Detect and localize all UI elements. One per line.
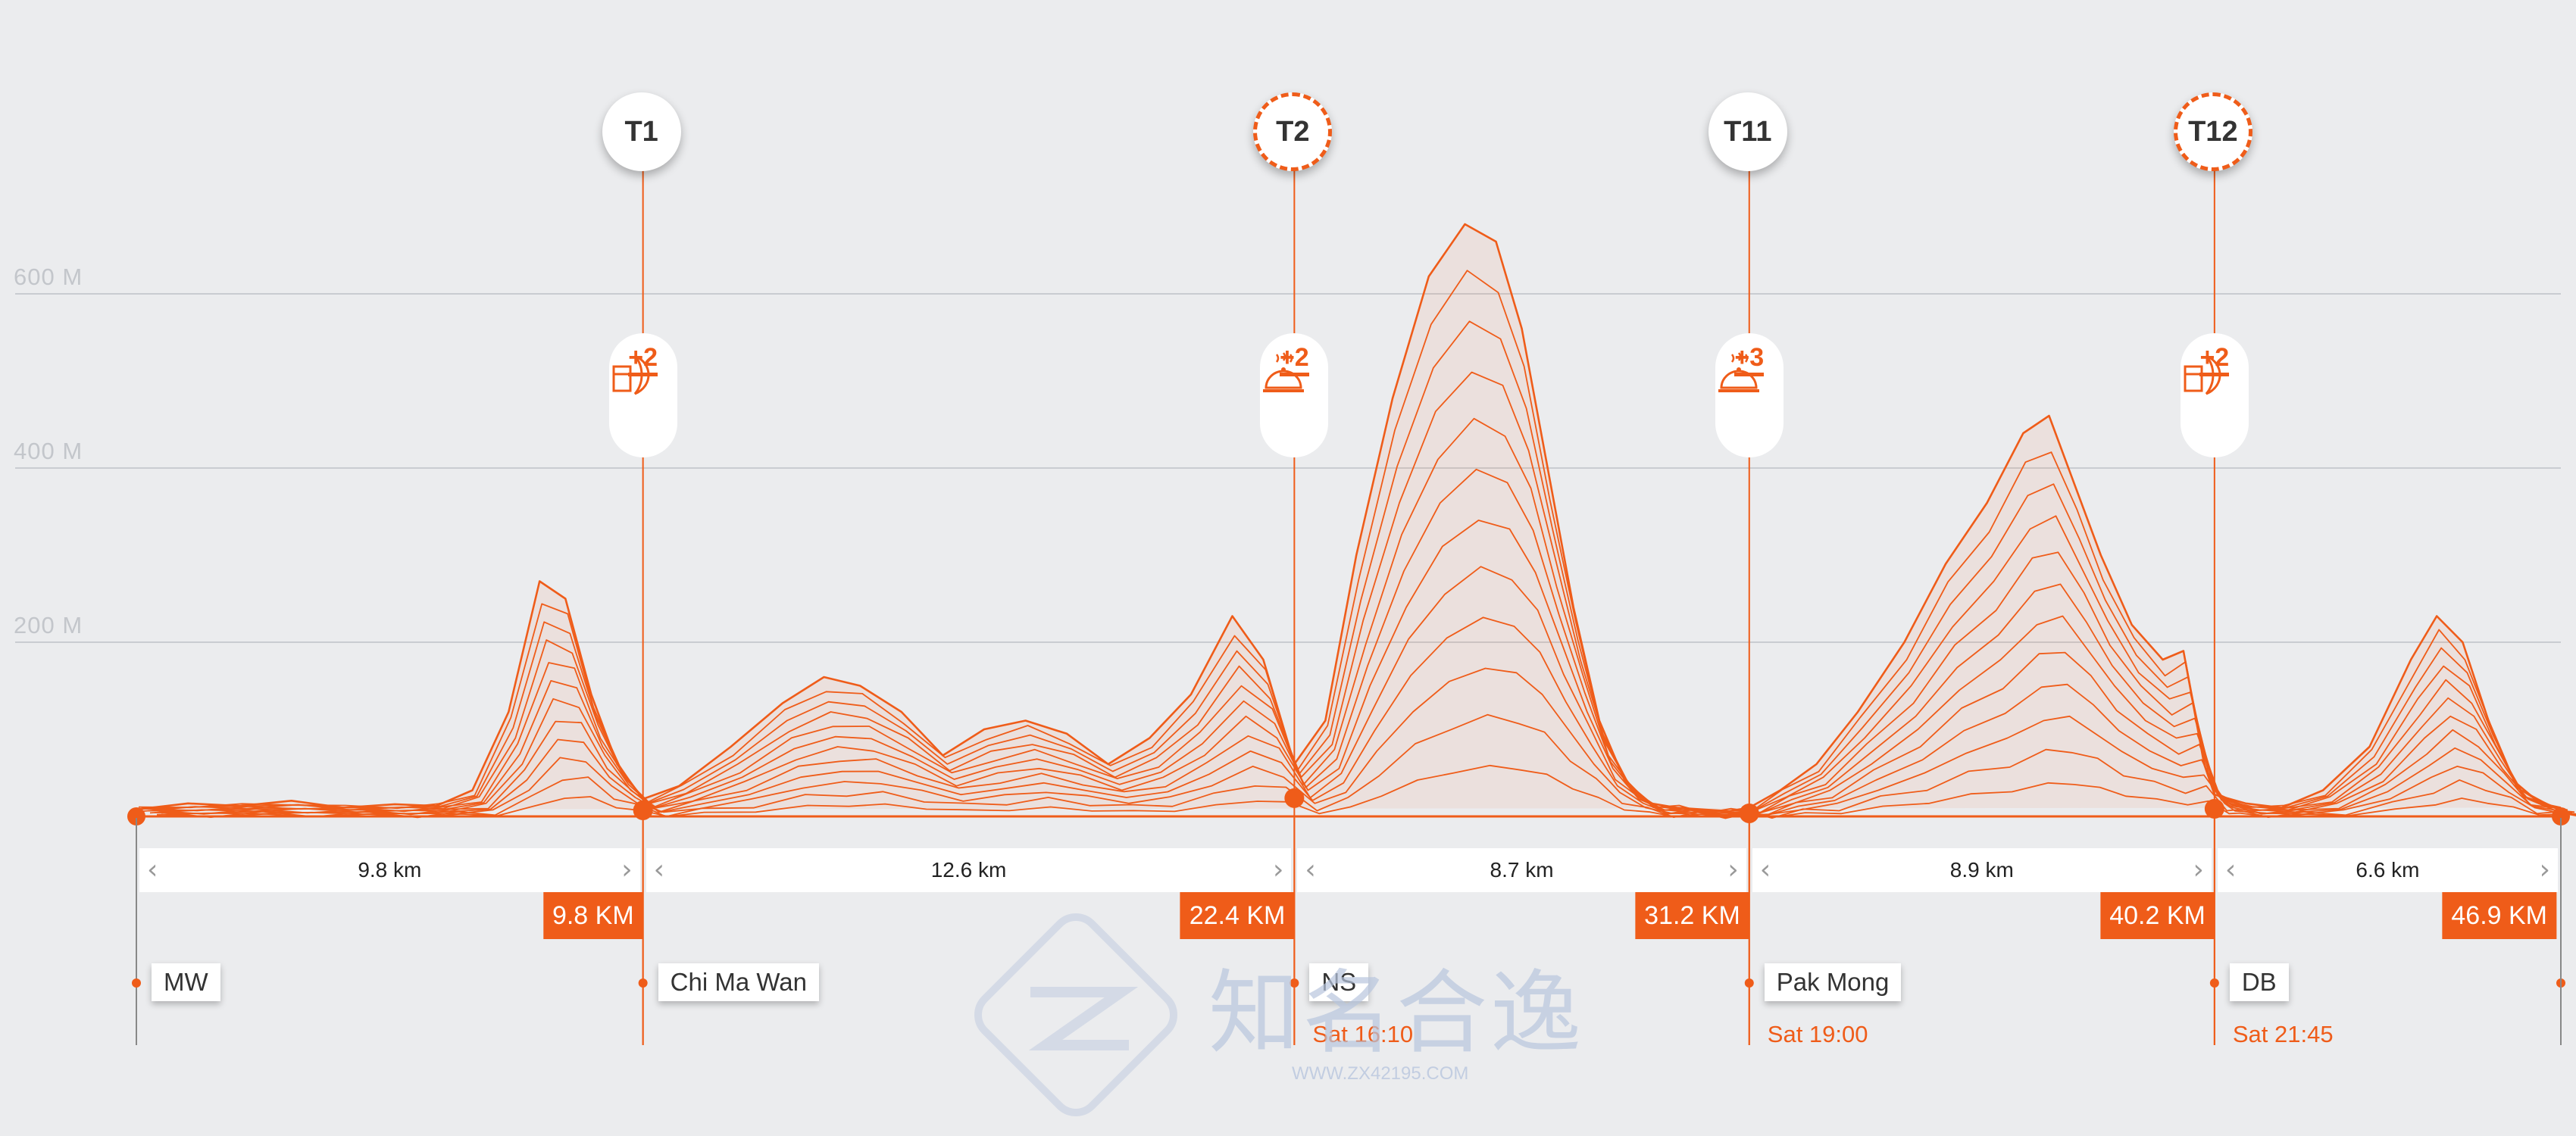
watermark-url: WWW.ZX42195.COM <box>1292 1063 1469 1084</box>
y-tick-label: 200 M <box>14 612 83 638</box>
transition-badge-t12: T12 <box>2173 92 2252 171</box>
segment-distance: ‹ 9.8 km › <box>139 848 640 892</box>
segment-distance: ‹ 12.6 km › <box>646 848 1292 892</box>
aid-count: +2 <box>628 344 658 376</box>
checkpoint-name: Pak Mong <box>1764 963 1902 1001</box>
chevron-right-icon[interactable]: › <box>2539 854 2550 885</box>
segment-distance-label: 12.6 km <box>930 858 1007 882</box>
aid-station-t1: +2 <box>608 333 677 457</box>
chevron-left-icon[interactable]: ‹ <box>1305 854 1316 885</box>
checkpoint-time: Sat 16:10 <box>1312 1021 1414 1047</box>
transition-badge-t2: T2 <box>1253 92 1333 171</box>
checkpoint-name: MW <box>152 963 220 1001</box>
cumulative-distance-badge: 9.8 KM <box>542 892 643 939</box>
segment-distance-label: 8.7 km <box>1490 858 1554 882</box>
transition-point <box>1739 803 1759 823</box>
hot-meal-icon <box>1718 352 1759 392</box>
checkpoint-dot <box>1744 978 1754 988</box>
checkpoint-time: Sat 19:00 <box>1767 1021 1868 1047</box>
checkpoint-name: DB <box>2229 963 2289 1001</box>
chevron-right-icon[interactable]: › <box>621 854 633 885</box>
profile-contour-line <box>149 520 2575 815</box>
aid-count: +2 <box>2199 344 2230 376</box>
checkpoint-name: NS <box>1309 963 1369 1001</box>
aid-station-t12: +2 <box>2180 333 2249 457</box>
cumulative-distance-badge: 40.2 KM <box>2100 892 2215 939</box>
y-tick-label: 600 M <box>14 264 83 290</box>
chevron-left-icon[interactable]: ‹ <box>2224 854 2237 885</box>
aid-station-t11: +3 <box>1715 333 1784 457</box>
profile-contour-line <box>156 667 2576 816</box>
transition-point <box>2204 798 2224 819</box>
hot-meal-icon <box>1263 352 1305 392</box>
transition-badge-t11: T11 <box>1708 92 1787 171</box>
segment-distance: ‹ 8.7 km › <box>1297 848 1746 892</box>
chevron-left-icon[interactable]: ‹ <box>147 854 158 885</box>
segment-distance-label: 6.6 km <box>2356 858 2420 882</box>
segment-distance-label: 9.8 km <box>358 858 422 882</box>
profile-contour-line <box>158 713 2576 819</box>
segment-distance-label: 8.9 km <box>1949 858 2014 882</box>
checkpoint-dot <box>2209 978 2219 988</box>
segment-distance: ‹ 8.9 km › <box>1752 848 2212 892</box>
checkpoint-dot <box>638 978 648 988</box>
aid-station-t2: +2 <box>1260 333 1329 457</box>
chevron-left-icon[interactable]: ‹ <box>1759 854 1771 885</box>
chevron-left-icon[interactable]: ‹ <box>653 854 665 885</box>
y-tick-label: 400 M <box>14 438 83 464</box>
transition-point <box>1284 788 1305 808</box>
start-point <box>127 807 145 825</box>
checkpoint-time: Sat 21:45 <box>2232 1021 2334 1047</box>
checkpoint-dot <box>132 978 141 988</box>
chevron-right-icon[interactable]: › <box>1727 854 1739 885</box>
cumulative-distance-badge: 46.9 KM <box>2442 892 2556 939</box>
cumulative-distance-badge: 22.4 KM <box>1180 892 1295 939</box>
chevron-right-icon[interactable]: › <box>1272 854 1284 885</box>
cumulative-distance-badge: 31.2 KM <box>1635 892 1749 939</box>
drink-banana-icon <box>2184 354 2221 395</box>
transition-point <box>633 800 653 820</box>
checkpoint-dot <box>1290 978 1299 988</box>
watermark-logo-icon <box>974 913 1177 1116</box>
drink-banana-icon <box>612 354 650 395</box>
finish-point <box>2552 807 2570 825</box>
segment-distance: ‹ 6.6 km › <box>2217 848 2558 892</box>
watermark-text: 知名合逸 <box>1208 961 1584 1066</box>
checkpoint-name: Chi Ma Wan <box>658 963 819 1001</box>
chevron-right-icon[interactable]: › <box>2193 854 2204 885</box>
transition-badge-t1: T1 <box>602 92 681 171</box>
